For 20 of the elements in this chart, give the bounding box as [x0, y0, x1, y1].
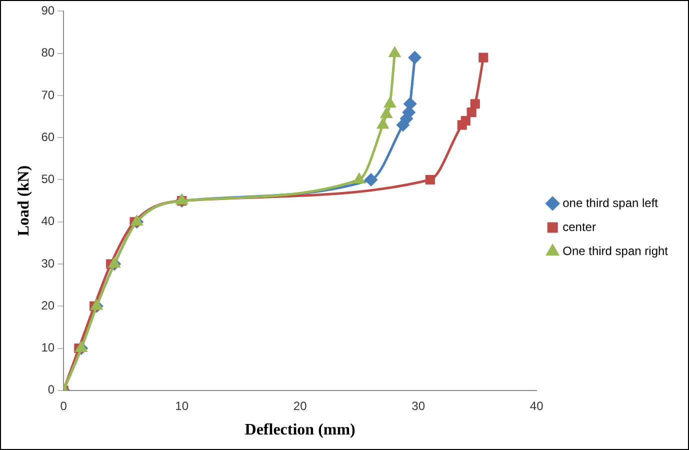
y-tick-label: 10 — [41, 340, 55, 355]
y-tick-label: 40 — [41, 214, 55, 228]
y-tick-label: 20 — [41, 298, 55, 312]
y-tick-label: 90 — [41, 4, 55, 18]
y-tick-label: 70 — [41, 88, 55, 102]
x-axis-title: Deflection (mm) — [244, 422, 356, 439]
x-tick-label: 20 — [293, 398, 308, 413]
y-tick-label: 0 — [48, 382, 55, 397]
legend-label: One third span right — [562, 244, 669, 258]
x-tick-label: 0 — [60, 398, 68, 413]
y-tick-label: 30 — [41, 256, 55, 270]
y-tick-label: 60 — [41, 130, 55, 144]
x-tick-label: 30 — [412, 398, 426, 413]
y-tick-label: 80 — [41, 46, 55, 60]
y-axis-title: Load (kN) — [16, 165, 33, 236]
legend-label: center — [562, 220, 596, 234]
legend-label: one third span left — [562, 196, 659, 210]
x-tick-label: 40 — [530, 398, 544, 413]
x-tick-label: 10 — [175, 398, 189, 413]
y-tick-label: 50 — [41, 172, 55, 186]
